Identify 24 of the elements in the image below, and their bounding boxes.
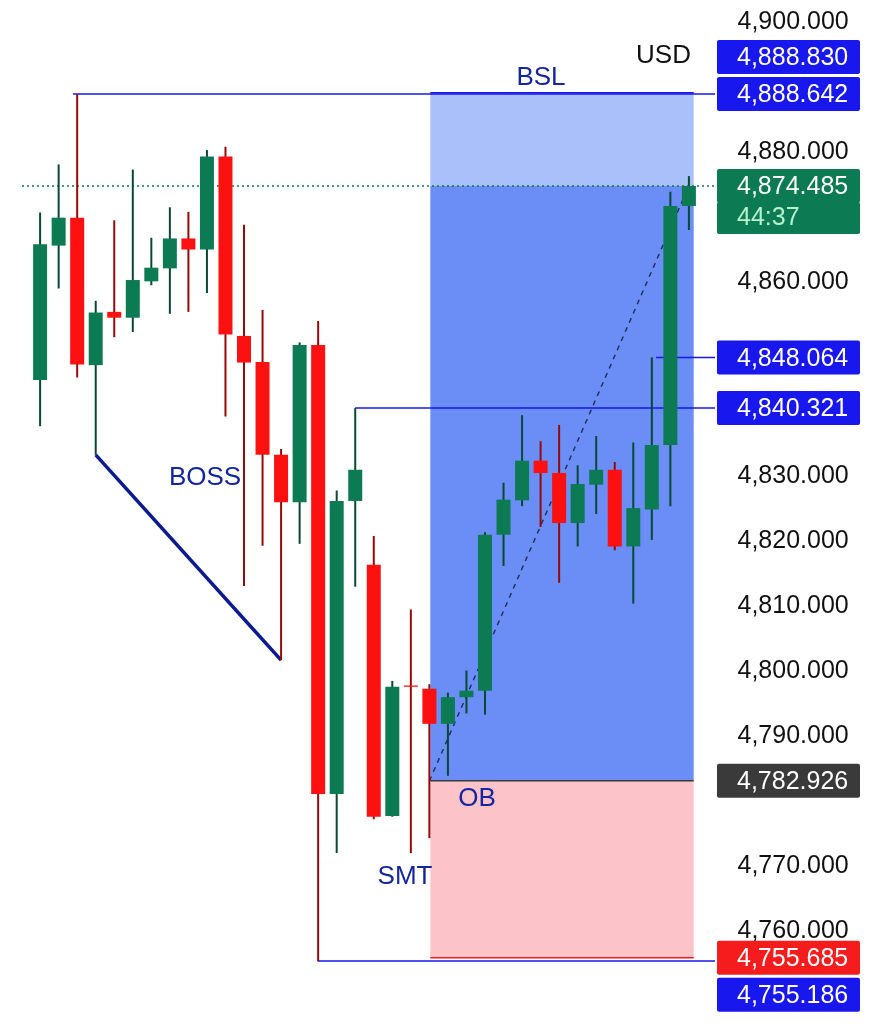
y-tick-label: 4,860.000	[737, 265, 849, 294]
y-axis-title: USD	[636, 38, 691, 69]
annotation: OB	[458, 781, 496, 812]
ref-line-label: 4,782.926	[737, 765, 849, 794]
ref-line-label: 4,874.485	[737, 170, 849, 199]
ref-line-label: 4,755.685	[737, 942, 849, 971]
annotation: BSL	[516, 60, 566, 91]
ref-line-label: 4,888.642	[737, 78, 849, 107]
text: 44:37	[737, 201, 800, 230]
annotation: BOSS	[168, 461, 242, 491]
ref-line-label: 4,848.064	[737, 342, 849, 371]
y-tick-label: 4,770.000	[737, 850, 849, 879]
ref-line-label: 4,888.830	[737, 41, 849, 70]
y-tick-label: 4,900.000	[737, 5, 849, 34]
ref-line-label: 4,755.186	[737, 979, 849, 1008]
y-tick-label: 4,830.000	[737, 460, 849, 489]
y-tick-label: 4,760.000	[737, 915, 849, 944]
y-tick-label: 4,820.000	[737, 525, 849, 554]
y-tick-label: 4,880.000	[737, 135, 849, 164]
annotation: SMT	[377, 860, 433, 890]
y-tick-label: 4,800.000	[737, 655, 849, 684]
y-tick-label: 4,790.000	[737, 720, 849, 749]
ref-line-label: 4,840.321	[737, 392, 849, 421]
y-tick-label: 4,810.000	[737, 590, 849, 619]
